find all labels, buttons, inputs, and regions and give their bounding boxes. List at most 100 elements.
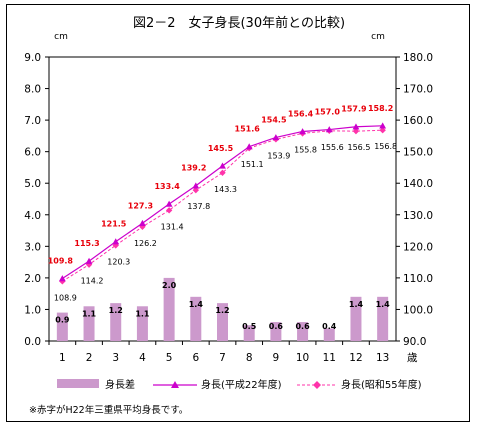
legend-s55-marker [313,381,321,389]
x-tick-label: 4 [139,352,146,364]
left-axis-ticks: 0.0 1.0 2.0 3.0 4.0 5.0 6.0 7.0 8.0 9.0 [24,52,49,348]
x-tick-label: 1 [59,352,66,364]
point-label-s55: 156.8 [374,142,397,151]
chart-frame: 図2－2 女子身長(30年前との比較) cm cm 0.9 1.1 1.2 1.1 2.… [6,4,470,422]
bar-value-label: 1.2 [109,306,123,315]
point-label-s22: 158.2 [368,104,393,113]
legend-s55-label: 身長(昭和55年度) [341,378,422,391]
point-label-s22: 145.5 [208,144,234,153]
left-tick-label: 9.0 [24,52,41,64]
legend-bar-label: 身長差 [105,378,135,391]
right-tick-label: 160.0 [403,115,433,127]
point-label-s22: 151.6 [235,125,261,134]
left-tick-label: 8.0 [24,84,41,96]
x-tick-label: 5 [166,352,173,364]
marker-triangle [352,123,360,130]
bar [83,306,95,341]
marker-triangle [58,275,66,282]
bar-value-label: 1.4 [349,300,364,309]
bar-value-label: 0.6 [269,322,284,331]
bar-series [56,277,389,341]
bar [350,296,362,341]
point-label-s55: 126.2 [134,239,157,248]
bar [56,312,68,341]
point-label-s22: 154.5 [261,115,287,124]
marker-triangle [165,200,173,207]
marker-triangle [245,143,253,150]
marker-diamond [352,127,360,135]
bar-value-label: 1.4 [376,300,391,309]
point-label-s55: 153.9 [267,151,290,160]
marker-triangle [112,238,120,245]
marker-triangle [192,182,200,189]
marker-triangle [272,134,280,141]
legend-s22-label: 身長(平成22年度) [201,378,282,391]
plot-area [48,56,397,342]
legend-s22-marker [171,381,179,388]
right-tick-label: 150.0 [403,147,433,159]
bar-value-label: 0.6 [295,322,310,331]
x-tick-label: 8 [246,352,253,364]
marker-diamond [192,186,200,194]
left-tick-label: 0.0 [24,336,41,348]
right-tick-label: 170.0 [403,84,433,96]
point-label-s22: 139.2 [181,164,206,173]
right-tick-label: 140.0 [403,178,433,190]
point-label-s55: 137.8 [187,202,210,211]
marker-triangle [325,126,333,133]
marker-triangle [219,162,226,169]
chart-title: 図2－2 女子身長(30年前との比較) [133,15,345,31]
left-unit: cm [54,32,68,42]
point-label-s22: 156.4 [288,109,314,118]
x-tick-label: 6 [192,352,199,364]
bar [190,296,202,341]
left-tick-label: 4.0 [24,210,41,222]
point-label-s55: 151.1 [241,160,264,169]
x-tick-label: 7 [219,352,226,364]
marker-triangle [139,219,146,227]
bar [217,303,228,341]
point-label-s55: 114.2 [81,277,104,286]
point-label-s55: 131.4 [161,222,184,231]
marker-triangle [379,122,387,129]
bar [297,322,309,341]
x-unit: 歳 [407,352,418,364]
footnote: ※赤字がH22年三重県平均身長です。 [29,404,188,416]
x-tick-label: 3 [112,352,119,364]
x-tick-label: 9 [273,352,280,364]
right-tick-label: 110.0 [403,273,433,285]
bar [163,277,175,341]
point-label-s55: 156.5 [348,143,371,152]
point-label-s22: 127.3 [128,201,153,210]
bar [136,306,148,341]
right-tick-label: 90.0 [403,336,426,348]
line-series [58,122,387,285]
left-tick-label: 7.0 [24,115,41,127]
bar [110,303,122,341]
x-tick-label: 11 [323,352,336,364]
marker-diamond [165,207,173,214]
marker-diamond [379,127,386,134]
point-label-s22: 133.4 [154,182,180,191]
left-tick-label: 6.0 [24,147,41,159]
point-label-s22: 109.8 [48,257,74,266]
right-tick-label: 100.0 [403,304,433,316]
right-unit: cm [371,32,385,42]
bar [243,325,255,341]
point-label-s55: 155.6 [321,143,344,152]
right-tick-label: 180.0 [403,52,433,64]
x-tick-label: 2 [86,352,93,364]
bar-value-label: 1.1 [135,309,150,318]
legend-bar-swatch [57,379,99,388]
bar-value-label: 1.1 [82,309,97,318]
point-label-s22: 121.5 [101,220,127,229]
right-tick-label: 130.0 [403,210,433,222]
x-tick-label: 12 [349,352,362,364]
legend: 身長差 身長(平成22年度) 身長(昭和55年度) [57,378,422,391]
bar-value-label: 0.9 [55,316,70,325]
right-tick-label: 120.0 [403,241,433,253]
x-axis-ticks: 1 2 3 4 5 6 7 8 9 10 11 12 13 [48,341,389,364]
point-label-s55: 143.3 [214,185,237,194]
point-label-s22: 115.3 [74,239,99,248]
